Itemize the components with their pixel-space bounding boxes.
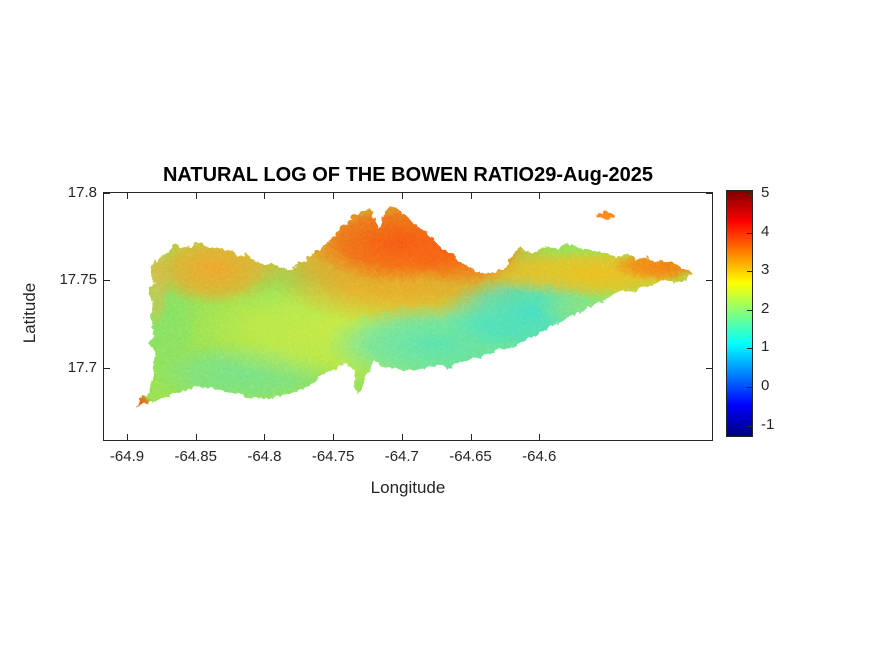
colorbar-tick-mark <box>747 233 752 234</box>
colorbar-tick-label: 5 <box>761 184 770 202</box>
x-axis-label: Longitude <box>370 478 446 497</box>
colorbar-tick-mark <box>747 387 752 388</box>
heat-region <box>458 209 568 245</box>
colorbar-tick-mark <box>747 426 752 427</box>
colorbar-tick-label: 2 <box>761 299 770 317</box>
x-tick-label: -64.9 <box>109 448 145 465</box>
colorbar-tick-mark <box>747 271 752 272</box>
colorbar-tick-mark <box>747 348 752 349</box>
colorbar-tick-mark <box>747 310 752 311</box>
colorbar <box>726 190 753 437</box>
x-tick-label: -64.75 <box>311 448 355 465</box>
x-tick-label: -64.8 <box>247 448 282 465</box>
y-axis-label: Latitude <box>20 282 39 344</box>
y-tick-label: 17.75 <box>59 271 97 289</box>
chart-title: NATURAL LOG OF THE BOWEN RATIO29-Aug-202… <box>162 164 654 186</box>
offshore-islet <box>594 210 612 218</box>
x-tick-label: -64.6 <box>522 448 557 465</box>
speckle-noise <box>133 206 692 407</box>
y-tick-label: 17.7 <box>67 358 97 376</box>
axes-box <box>103 192 713 441</box>
colorbar-tick-label: 1 <box>761 338 770 356</box>
colorbar-tick-label: 4 <box>761 222 770 240</box>
x-tick-label: -64.85 <box>174 448 218 465</box>
colorbar-tick-mark <box>747 194 752 195</box>
colorbar-tick-label: 3 <box>761 261 770 279</box>
colorbar-tick-label: 0 <box>761 377 770 395</box>
y-tick-label: 17.8 <box>67 184 97 202</box>
colorbar-tick-label: -1 <box>761 415 775 433</box>
map-plot-area <box>103 192 713 441</box>
x-tick-label: -64.7 <box>384 448 419 465</box>
x-tick-label: -64.65 <box>449 448 492 465</box>
island-heatmap <box>133 206 692 407</box>
